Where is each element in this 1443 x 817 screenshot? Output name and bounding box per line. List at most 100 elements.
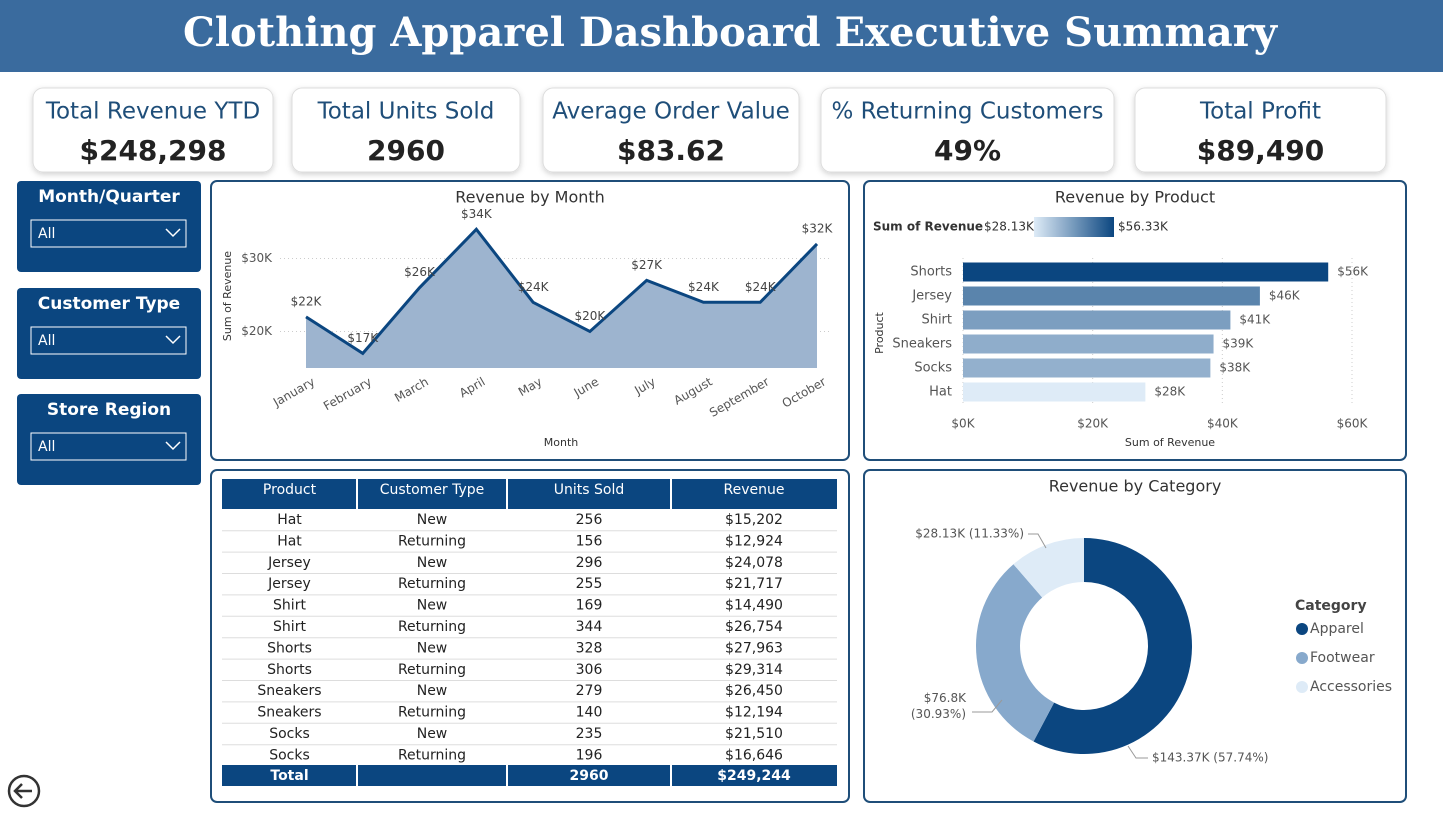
table-cell: Hat xyxy=(277,512,302,528)
table-cell: Sneakers xyxy=(257,705,321,721)
table-cell: 169 xyxy=(576,598,603,614)
legend-label: Footwear xyxy=(1310,650,1375,666)
back-button[interactable] xyxy=(7,774,41,808)
legend-marker xyxy=(1296,623,1308,635)
legend-label: Apparel xyxy=(1310,621,1364,637)
y-tick-label: Jersey xyxy=(911,289,952,304)
dropdown-chevron[interactable] xyxy=(165,441,181,451)
chart-title: Revenue by Category xyxy=(1049,477,1222,496)
table-cell: $27,963 xyxy=(725,640,783,656)
x-tick-label: $0K xyxy=(951,417,975,431)
table-cell: 140 xyxy=(576,705,603,721)
table-cell: New xyxy=(417,598,448,614)
table-header xyxy=(222,479,837,509)
bar xyxy=(963,382,1146,402)
kpi-card xyxy=(820,87,1115,173)
column-header: Revenue xyxy=(724,482,785,498)
donut-slice xyxy=(976,564,1055,742)
filter-value[interactable]: All xyxy=(38,226,55,242)
table-cell: Sneakers xyxy=(257,683,321,699)
table-cell: $12,924 xyxy=(725,533,783,549)
data-label: $28.13K (11.33%) xyxy=(915,527,1024,541)
table-cell: New xyxy=(417,512,448,528)
back-icon[interactable] xyxy=(7,774,41,808)
table-cell: Returning xyxy=(398,747,466,763)
data-label: $32K xyxy=(802,221,834,235)
line xyxy=(305,227,819,356)
dropdown-chevron[interactable] xyxy=(165,228,181,238)
kpi-label: Total Revenue YTD xyxy=(45,99,260,125)
table-cell: New xyxy=(417,726,448,742)
data-label: $39K xyxy=(1223,337,1255,351)
legend-marker xyxy=(1296,652,1308,664)
filter-dropdown[interactable] xyxy=(30,326,187,355)
data-label: $26K xyxy=(404,265,436,279)
filter-dropdown[interactable] xyxy=(30,432,187,461)
filter-label: Store Region xyxy=(47,400,171,420)
table-cell: $16,646 xyxy=(725,747,783,763)
total-cell: $249,244 xyxy=(717,768,791,784)
filter-value[interactable]: All xyxy=(38,333,55,349)
column-header: Product xyxy=(263,482,317,498)
table-cell: Jersey xyxy=(267,555,311,571)
data-label: $46K xyxy=(1269,289,1301,303)
table-cell: Socks xyxy=(269,726,310,742)
kpi-label: Average Order Value xyxy=(552,99,790,125)
data-label: $56K xyxy=(1337,265,1369,279)
x-axis-title: Month xyxy=(544,436,579,449)
x-tick-label: $40K xyxy=(1207,417,1239,431)
back-arrow[interactable] xyxy=(13,783,32,799)
table-cell: $26,754 xyxy=(725,619,783,635)
data-label: $24K xyxy=(688,280,720,294)
data-label: $24K xyxy=(518,280,550,294)
bar xyxy=(963,334,1214,354)
filter-label: Month/Quarter xyxy=(38,187,180,207)
kpi-label: Total Profit xyxy=(1199,99,1321,125)
dropdown-chevron[interactable] xyxy=(165,335,181,345)
table-cell: $21,510 xyxy=(725,726,783,742)
legend-title: Sum of Revenue xyxy=(873,220,983,234)
data-label: $76.8K (30.93%) xyxy=(911,691,967,721)
bar xyxy=(963,286,1260,306)
x-tick-label: $60K xyxy=(1337,417,1369,431)
y-axis-title: Sum of Revenue xyxy=(221,251,234,341)
area xyxy=(306,229,817,368)
leader-line xyxy=(972,699,1003,713)
table-cell: 255 xyxy=(576,576,603,592)
table-cell: $12,194 xyxy=(725,705,783,721)
y-tick-label: Hat xyxy=(929,385,952,400)
kpi-card xyxy=(291,87,521,173)
column-header: Units Sold xyxy=(554,482,624,498)
total-row xyxy=(222,765,837,786)
kpi-value: $89,490 xyxy=(1197,134,1325,167)
panel xyxy=(210,469,850,803)
y-tick-label: $20K xyxy=(241,324,273,338)
kpi-value: 49% xyxy=(934,134,1001,167)
table-cell: $21,717 xyxy=(725,576,783,592)
x-tick-label: $20K xyxy=(1077,417,1109,431)
table-cell: Returning xyxy=(398,533,466,549)
table-cell: 235 xyxy=(576,726,603,742)
bar xyxy=(963,310,1231,330)
filter-panel xyxy=(17,288,201,379)
table-cell: Shorts xyxy=(267,662,312,678)
filter-label: Customer Type xyxy=(38,294,180,314)
table-cell: 156 xyxy=(576,533,603,549)
bar xyxy=(963,358,1211,378)
filter-panel xyxy=(17,394,201,485)
table-cell: Returning xyxy=(398,705,466,721)
data-label: $41K xyxy=(1239,313,1271,327)
total-cell: 2960 xyxy=(570,768,609,784)
table-cell: Shirt xyxy=(273,619,306,635)
data-label: $22K xyxy=(291,294,323,308)
y-tick-label: Shorts xyxy=(910,265,952,280)
table-cell: $26,450 xyxy=(725,683,783,699)
data-label: $38K xyxy=(1219,361,1251,375)
table-cell: New xyxy=(417,555,448,571)
data-label: $34K xyxy=(461,207,493,221)
filter-dropdown[interactable] xyxy=(30,219,187,248)
table-cell: $24,078 xyxy=(725,555,783,571)
filter-value[interactable]: All xyxy=(38,439,55,455)
kpi-value: $248,298 xyxy=(79,134,226,167)
donut-slice xyxy=(1013,538,1084,598)
